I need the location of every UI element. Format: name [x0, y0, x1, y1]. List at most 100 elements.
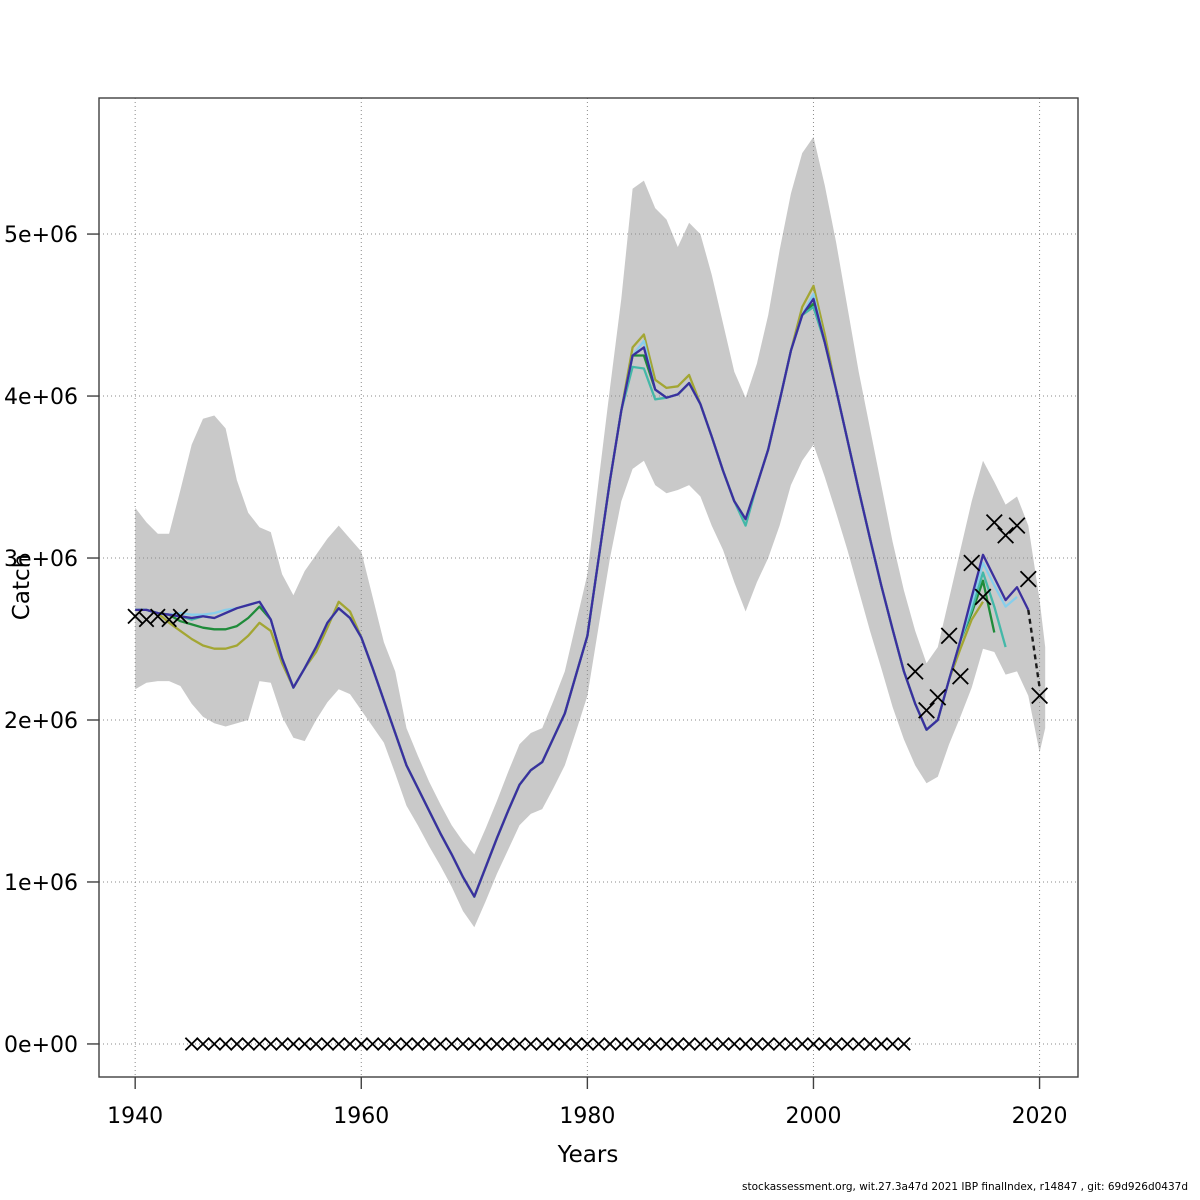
- x-marker: [974, 588, 992, 606]
- x-marker: [263, 1037, 278, 1051]
- x-marker: [376, 1037, 391, 1051]
- y-tick-label: 5e+06: [4, 223, 78, 248]
- x-marker: [331, 1037, 346, 1051]
- x-marker: [501, 1037, 516, 1051]
- x-marker: [512, 1037, 527, 1051]
- x-marker: [614, 1037, 629, 1051]
- x-marker: [523, 1037, 538, 1051]
- x-marker: [569, 1037, 584, 1051]
- x-marker: [795, 1037, 810, 1051]
- x-tick-label: 1980: [559, 1104, 615, 1129]
- x-marker: [963, 554, 981, 572]
- x-marker: [896, 1037, 911, 1051]
- fit-lines: [135, 284, 1030, 898]
- x-marker: [365, 1037, 380, 1051]
- x-marker: [1031, 687, 1049, 705]
- x-marker: [297, 1037, 312, 1051]
- x-marker: [286, 1037, 301, 1051]
- x-marker: [940, 627, 958, 645]
- x-marker: [659, 1037, 674, 1051]
- x-tick-label: 1960: [333, 1104, 389, 1129]
- x-marker: [161, 611, 177, 628]
- x-marker: [172, 608, 189, 625]
- x-marker: [817, 1037, 832, 1051]
- x-marker: [727, 1037, 742, 1051]
- x-marker: [670, 1037, 685, 1051]
- x-marker: [354, 1037, 369, 1051]
- x-axis-title: Years: [557, 1142, 619, 1168]
- x-marker: [196, 1037, 210, 1051]
- axis-ticks: 1940 1960 1980 2000 2020 0e+00 1e+06 2e+06 3e+06…: [4, 223, 1068, 1129]
- x-marker: [535, 1037, 550, 1051]
- x-marker: [241, 1037, 256, 1051]
- y-tick-label: 3e+06: [4, 547, 78, 572]
- x-marker: [218, 1037, 233, 1051]
- x-marker: [591, 1037, 606, 1051]
- x-marker: [885, 1037, 900, 1051]
- y-tick-label: 0e+00: [4, 1033, 78, 1058]
- x-marker: [829, 1037, 844, 1051]
- x-marker: [1019, 570, 1037, 588]
- forecast-line: [1027, 609, 1041, 688]
- x-marker: [603, 1037, 617, 1051]
- x-marker: [783, 1037, 798, 1051]
- x-marker: [704, 1037, 719, 1051]
- x-marker: [433, 1037, 448, 1051]
- footer-citation: stockassessment.org, wit.27.3a47d 2021 I…: [742, 1181, 1188, 1193]
- x-marker: [489, 1037, 504, 1051]
- x-marker: [648, 1037, 663, 1051]
- x-marker: [716, 1037, 730, 1051]
- x-marker: [772, 1037, 787, 1051]
- plot-border: [98, 97, 1079, 1078]
- x-marker: [410, 1037, 425, 1051]
- x-marker: [456, 1037, 470, 1051]
- x-marker: [422, 1037, 437, 1051]
- x-marker: [851, 1037, 866, 1051]
- x-marker: [874, 1037, 889, 1051]
- x-marker: [1008, 517, 1026, 535]
- x-marker: [682, 1037, 697, 1051]
- x-marker: [918, 701, 935, 719]
- x-marker: [207, 1037, 222, 1051]
- x-tick-label: 1940: [107, 1104, 163, 1129]
- y-tick-label: 1e+06: [4, 871, 78, 896]
- x-marker: [636, 1037, 651, 1051]
- x-marker: [929, 688, 947, 706]
- x-marker: [546, 1037, 561, 1051]
- x-marker: [580, 1037, 595, 1051]
- x-marker: [985, 513, 1003, 531]
- x-marker: [343, 1037, 357, 1051]
- observation-markers: [127, 513, 1049, 1051]
- x-marker: [625, 1037, 640, 1051]
- x-marker: [138, 611, 155, 628]
- x-marker: [906, 662, 924, 680]
- x-marker: [738, 1037, 753, 1051]
- x-marker: [761, 1037, 776, 1051]
- x-marker: [863, 1037, 877, 1051]
- x-marker: [320, 1037, 335, 1051]
- y-tick-label: 4e+06: [4, 385, 78, 410]
- y-axis-title: Catch: [9, 553, 35, 621]
- x-marker: [388, 1037, 403, 1051]
- x-marker: [127, 608, 144, 625]
- x-marker: [806, 1037, 821, 1051]
- x-marker: [252, 1037, 267, 1051]
- x-marker: [229, 1037, 244, 1051]
- x-marker: [749, 1037, 764, 1051]
- x-marker: [557, 1037, 572, 1051]
- x-marker: [309, 1037, 324, 1051]
- x-marker: [275, 1037, 290, 1051]
- x-marker: [184, 1037, 199, 1051]
- x-marker: [478, 1037, 493, 1051]
- x-marker: [840, 1037, 855, 1051]
- x-marker: [149, 608, 166, 625]
- x-tick-label: 2020: [1012, 1104, 1068, 1129]
- confidence-band: [135, 136, 1046, 928]
- x-tick-label: 2000: [785, 1104, 841, 1129]
- x-marker: [467, 1037, 482, 1051]
- x-marker: [997, 526, 1015, 544]
- y-tick-label: 2e+06: [4, 709, 78, 734]
- x-marker: [444, 1037, 459, 1051]
- x-marker: [399, 1037, 414, 1051]
